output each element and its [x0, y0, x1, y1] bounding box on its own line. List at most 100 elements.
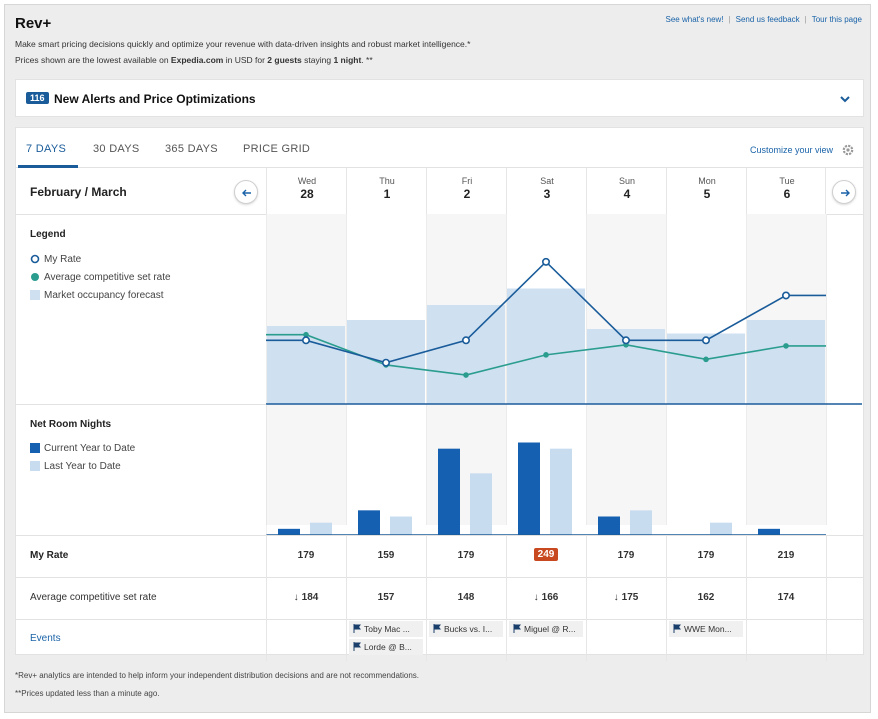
my-rate-point — [382, 358, 391, 367]
chevron-down-icon[interactable] — [839, 92, 851, 104]
comp-rate-cell: 148 — [457, 592, 475, 603]
current-year-bar — [758, 528, 780, 535]
prices-note: Prices shown are the lowest available on… — [15, 55, 373, 65]
comp-rate-cell: ↓ 166 — [533, 592, 559, 603]
current-year-bar — [278, 528, 300, 535]
events-link[interactable]: Events — [30, 633, 61, 644]
comp-rate-cell: 162 — [697, 592, 715, 603]
last-year-bar — [550, 448, 572, 535]
month-label: February / March — [30, 185, 127, 199]
my-rate-point — [301, 336, 310, 345]
comp-rate-cell: ↓ 184 — [293, 592, 319, 603]
column-divider — [586, 535, 587, 661]
whats-new-link[interactable]: See what's new! — [665, 15, 724, 24]
day-header: Tue 6 — [746, 168, 826, 214]
legend-my-rate: My Rate — [30, 254, 81, 265]
my-rate-cell[interactable]: 179 — [617, 550, 635, 561]
rev-plus-page: Rev+ See what's new! | Send us feedback | To… — [4, 4, 871, 713]
rate-alert-badge: 249 — [533, 548, 559, 561]
customize-view-link[interactable]: Customize your view — [749, 145, 833, 155]
arrow-down-icon: ↓ — [293, 592, 299, 603]
event-chip[interactable]: Lorde @ B... — [349, 639, 423, 655]
occupancy-bar — [507, 288, 585, 404]
link-separator: | — [804, 15, 807, 24]
event-chip[interactable]: WWE Mon... — [669, 621, 743, 637]
active-tab-indicator — [18, 165, 78, 168]
day-header: Sat 3 — [506, 168, 586, 214]
my-rate-point — [701, 336, 710, 345]
comp-rate-cell: 174 — [777, 592, 795, 603]
rates-panel: 7 DAYS 30 DAYS 365 DAYS PRICE GRID Custo… — [15, 127, 864, 661]
arrow-left-icon — [242, 189, 251, 197]
tab-30-days[interactable]: 30 DAYS — [93, 143, 140, 155]
tab-price-grid[interactable]: PRICE GRID — [243, 143, 311, 155]
my-rate-point — [462, 336, 471, 345]
tab-365-days[interactable]: 365 DAYS — [165, 143, 218, 155]
my-rate-point — [781, 291, 790, 300]
day-header: Thu 1 — [346, 168, 426, 214]
gear-icon[interactable] — [841, 143, 855, 157]
my-rate-cell[interactable]: 179 — [457, 550, 475, 561]
comp-rate-point — [703, 356, 709, 363]
my-rate-cell-highlighted[interactable]: 249 — [506, 548, 586, 561]
day-header: Fri 2 — [426, 168, 506, 214]
event-chip[interactable]: Bucks vs. I... — [429, 621, 503, 637]
link-separator: | — [728, 15, 731, 24]
footer-disclaimer: *Rev+ analytics are intended to help inf… — [15, 671, 420, 680]
circle-marker-icon — [30, 255, 40, 264]
arrow-down-icon: ↓ — [533, 592, 539, 603]
event-chip[interactable]: Toby Mac ... — [349, 621, 423, 637]
arrow-right-icon — [841, 189, 850, 197]
tab-7-days[interactable]: 7 DAYS — [26, 143, 67, 155]
comp-rate-point — [543, 352, 549, 358]
column-divider — [826, 535, 827, 661]
column-divider — [426, 535, 427, 661]
previous-week-button[interactable] — [234, 180, 258, 204]
current-year-bar — [358, 510, 380, 535]
flag-icon — [673, 624, 681, 633]
column-divider — [666, 535, 667, 661]
page-description: Make smart pricing decisions quickly and… — [15, 39, 471, 49]
net-room-nights-title: Net Room Nights — [30, 419, 112, 430]
tab-bar: 7 DAYS 30 DAYS 365 DAYS PRICE GRID Custo… — [16, 128, 863, 168]
tour-page-link[interactable]: Tour this page — [811, 15, 862, 24]
legend-occupancy: Market occupancy forecast — [30, 290, 164, 301]
divider — [16, 404, 266, 405]
next-week-button[interactable] — [832, 180, 856, 204]
my-rate-cell[interactable]: 179 — [297, 550, 315, 561]
day-header: Sun 4 — [586, 168, 666, 214]
square-swatch-icon — [30, 443, 40, 454]
flag-icon — [353, 642, 361, 651]
flag-icon — [353, 624, 361, 633]
last-year-bar — [630, 510, 652, 535]
column-divider — [506, 535, 507, 661]
divider — [16, 619, 863, 620]
alerts-panel[interactable]: 116 New Alerts and Price Optimizations — [15, 79, 864, 117]
dot-marker-icon — [31, 273, 39, 282]
arrow-down-icon: ↓ — [613, 592, 619, 603]
alerts-count-badge: 116 — [26, 92, 49, 104]
occupancy-bar — [747, 320, 825, 404]
header-links: See what's new! | Send us feedback | Tour th… — [666, 15, 862, 24]
divider — [16, 577, 863, 578]
column-divider — [346, 535, 347, 661]
square-swatch-icon — [30, 290, 40, 301]
my-rate-cell[interactable]: 179 — [697, 550, 715, 561]
footer-update-note: **Prices updated less than a minute ago. — [15, 689, 160, 698]
event-chip[interactable]: Miguel @ R... — [509, 621, 583, 637]
page-title: Rev+ — [15, 15, 52, 32]
legend-title: Legend — [30, 229, 66, 240]
send-feedback-link[interactable]: Send us feedback — [735, 15, 800, 24]
my-rate-cell[interactable]: 159 — [377, 550, 395, 561]
occupancy-bar — [427, 305, 505, 404]
alerts-title: New Alerts and Price Optimizations — [54, 92, 256, 106]
square-swatch-icon — [30, 461, 40, 472]
column-divider — [746, 535, 747, 661]
comp-rate-point — [783, 343, 789, 349]
my-rate-cell[interactable]: 219 — [777, 550, 795, 561]
my-rate-row-label: My Rate — [30, 550, 69, 561]
comp-rate-row-label: Average competitive set rate — [30, 592, 157, 603]
occupancy-bar — [667, 333, 745, 404]
rates-chart — [266, 214, 862, 536]
comp-rate-point — [303, 331, 309, 338]
